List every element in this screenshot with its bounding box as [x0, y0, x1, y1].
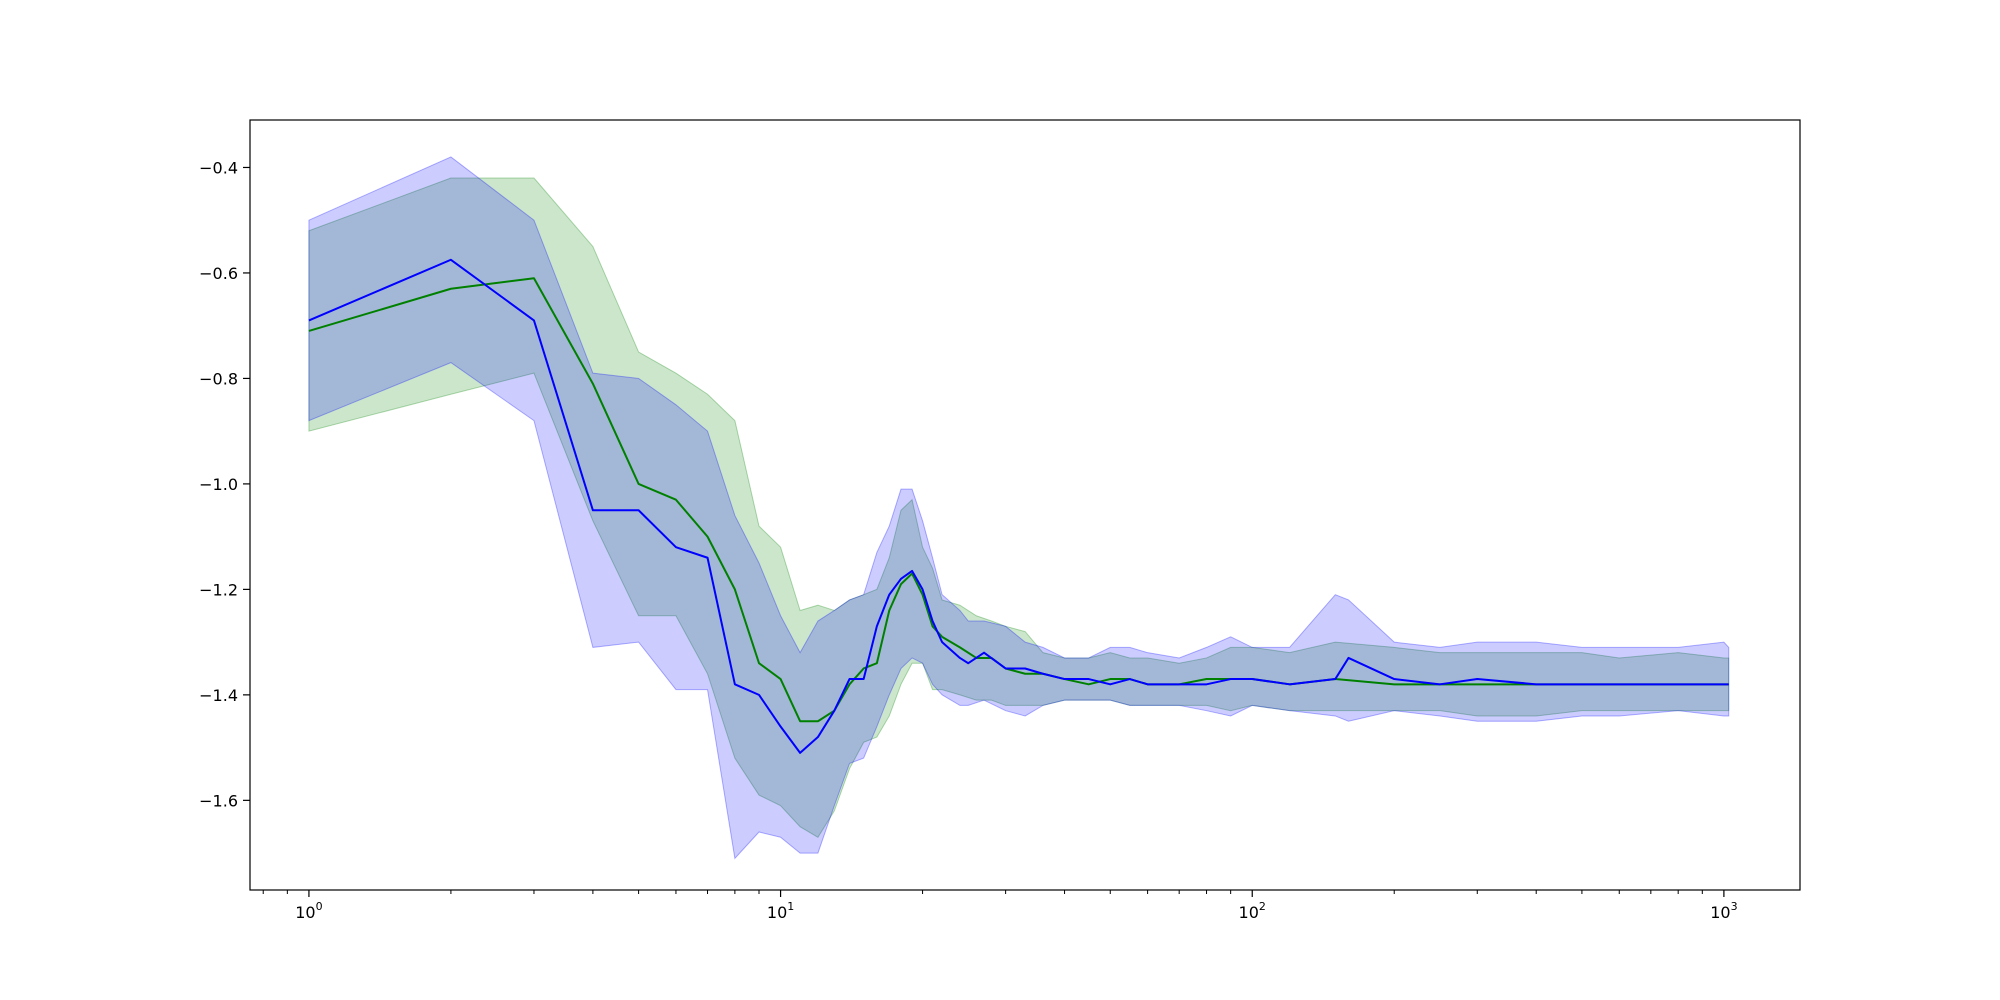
- y-tick-label: −1.4: [199, 686, 238, 705]
- series-1-line: [308, 277, 1729, 723]
- y-tick-label: −1.6: [199, 791, 238, 810]
- y-tick-label: −0.8: [199, 369, 238, 388]
- series-2-band: [308, 156, 1730, 860]
- confidence-bands: [308, 156, 1730, 860]
- series-2-line: [308, 258, 1729, 754]
- y-tick-label: −1.0: [199, 475, 238, 494]
- plot-area-frame: [249, 119, 1801, 891]
- x-tick-label: 103: [1710, 900, 1737, 922]
- x-tick-label: 101: [767, 900, 794, 922]
- y-tick-label: −0.4: [199, 158, 238, 177]
- series-1-band: [308, 177, 1730, 838]
- y-axis: −0.4 −0.6 −0.8 −1.0 −1.2 −1.4 −1.6: [199, 158, 250, 810]
- y-tick-label: −0.6: [199, 264, 238, 283]
- x-axis: 100 101 102 103: [262, 890, 1738, 922]
- y-tick-label: −1.2: [199, 580, 238, 599]
- x-tick-label: 102: [1239, 900, 1266, 922]
- series-lines: [308, 258, 1729, 754]
- x-tick-label: 100: [295, 900, 322, 922]
